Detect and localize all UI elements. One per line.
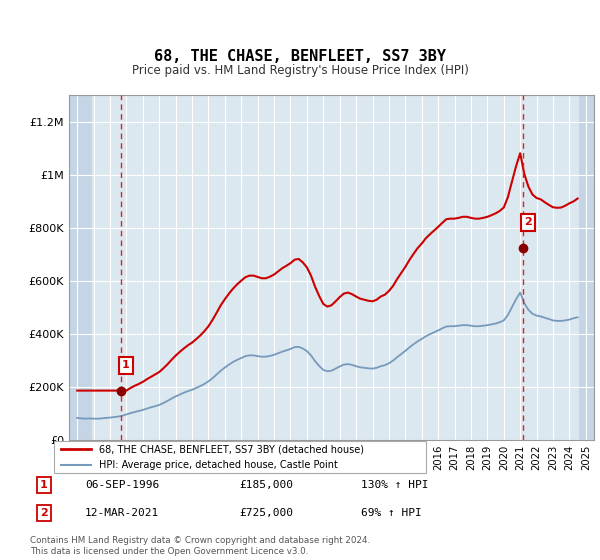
Bar [579, 95, 594, 440]
Text: 2: 2 [40, 508, 47, 518]
Bar [69, 95, 92, 440]
Text: 06-SEP-1996: 06-SEP-1996 [85, 480, 160, 490]
Text: £185,000: £185,000 [240, 480, 294, 490]
Text: 12-MAR-2021: 12-MAR-2021 [85, 508, 160, 518]
Text: 68, THE CHASE, BENFLEET, SS7 3BY: 68, THE CHASE, BENFLEET, SS7 3BY [154, 49, 446, 64]
FancyBboxPatch shape [54, 441, 426, 473]
Text: 130% ↑ HPI: 130% ↑ HPI [361, 480, 428, 490]
Text: 1: 1 [40, 480, 47, 490]
Text: 68, THE CHASE, BENFLEET, SS7 3BY (detached house): 68, THE CHASE, BENFLEET, SS7 3BY (detach… [98, 444, 364, 454]
Text: 1: 1 [122, 361, 130, 370]
Text: 69% ↑ HPI: 69% ↑ HPI [361, 508, 422, 518]
Text: HPI: Average price, detached house, Castle Point: HPI: Average price, detached house, Cast… [98, 460, 338, 470]
Text: Price paid vs. HM Land Registry's House Price Index (HPI): Price paid vs. HM Land Registry's House … [131, 64, 469, 77]
Text: Contains HM Land Registry data © Crown copyright and database right 2024.
This d: Contains HM Land Registry data © Crown c… [30, 536, 370, 556]
Text: 2: 2 [524, 217, 532, 227]
Text: £725,000: £725,000 [240, 508, 294, 518]
